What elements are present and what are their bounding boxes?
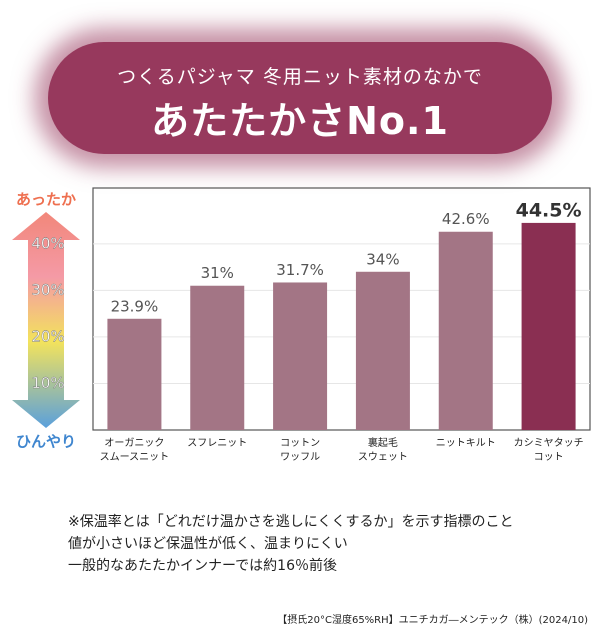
value-label: 42.6% (442, 210, 490, 228)
temperature-arrow (12, 212, 80, 428)
y-tick-label: 10% (31, 374, 64, 392)
x-tick-label: スフレニット (187, 438, 248, 449)
header-title: あたたかさNo.1 (151, 99, 449, 143)
value-label: 23.9% (111, 297, 159, 315)
top-label: あったか (16, 191, 76, 209)
value-label: 31% (201, 264, 234, 282)
x-tick-label: 裏起毛 スウェット (357, 438, 408, 463)
bar (190, 285, 245, 430)
header-banner (48, 42, 552, 154)
value-label: 34% (366, 250, 399, 268)
x-tick-label: コットン ワッフル (280, 438, 321, 463)
note-line: ※保温率とは「どれだけ温かさを逃しにくくするか」を示す指標のこと (68, 514, 514, 530)
y-tick-label: 40% (31, 234, 64, 252)
note-line: 値が小さいほど保温性が低く、温まりにくい (68, 536, 348, 552)
x-tick-label: カシミヤタッチ コット (513, 438, 584, 463)
bottom-label: ひんやり (16, 433, 76, 451)
header-subtitle: つくるパジャマ 冬用ニット素材のなかで (117, 66, 483, 88)
x-tick-label: オーガニック スムースニット (99, 438, 170, 463)
y-tick-label: 30% (31, 281, 64, 299)
y-tick-label: 20% (31, 327, 64, 345)
bar (521, 222, 576, 430)
plot-frame (92, 187, 591, 431)
note-line: 一般的なあたたかインナーでは約16％前後 (68, 558, 337, 574)
value-label: 31.7% (276, 261, 324, 279)
source: 【摂氏20°C湿度65%RH】ユニチカガ―メンテック（株）(2024/10) (277, 615, 588, 626)
bar (273, 282, 328, 430)
bar (355, 271, 410, 430)
x-tick-label: ニットキルト (435, 438, 496, 449)
bar (438, 231, 493, 430)
bar (107, 318, 162, 430)
value-label: 44.5% (516, 199, 582, 221)
